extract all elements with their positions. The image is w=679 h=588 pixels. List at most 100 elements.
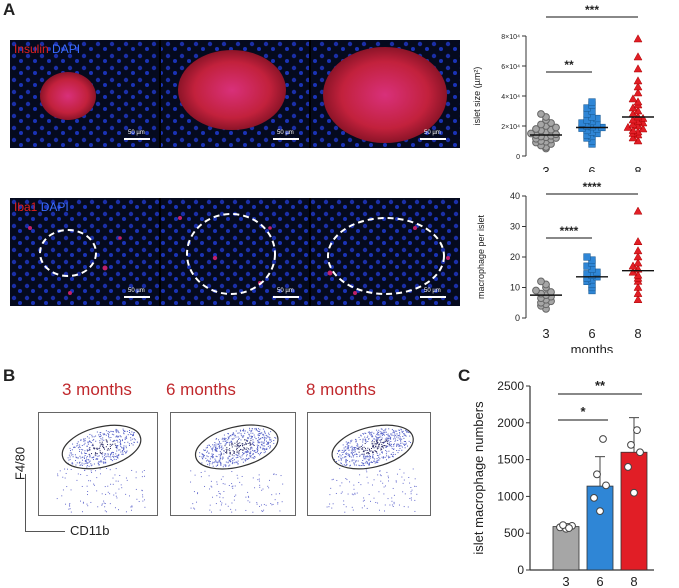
- flow-event: [257, 453, 259, 455]
- flow-event: [389, 445, 391, 447]
- flow-event: [262, 447, 264, 449]
- flow-event: [240, 449, 242, 451]
- flow-event: [199, 455, 201, 457]
- flow-event: [235, 430, 237, 432]
- flow-event: [222, 456, 224, 458]
- flow-event: [218, 493, 220, 495]
- flow-events: [190, 427, 284, 513]
- flow-event: [93, 456, 95, 458]
- flow-event: [216, 461, 218, 463]
- flow-event: [252, 453, 254, 455]
- flow-title-3-months: 3 months: [62, 380, 132, 399]
- flow-event: [371, 445, 373, 447]
- flow-event: [341, 482, 343, 484]
- flow-event: [387, 438, 389, 440]
- flow-event: [247, 451, 249, 453]
- data-point: [633, 82, 643, 91]
- flow-event: [67, 457, 69, 459]
- flow-event: [393, 438, 395, 440]
- flow-event: [279, 510, 281, 512]
- flow-event: [253, 444, 255, 446]
- flow-event: [76, 442, 78, 444]
- flow-event: [394, 433, 396, 435]
- flow-event: [354, 438, 356, 440]
- flow-event: [128, 495, 130, 497]
- flow-event: [117, 454, 119, 456]
- flow-event: [256, 503, 258, 505]
- flow-event: [403, 443, 405, 445]
- flow-event: [380, 433, 382, 435]
- flow-event: [377, 502, 379, 504]
- flow-event: [91, 471, 93, 473]
- flow-event: [388, 450, 390, 452]
- flow-event: [340, 492, 342, 494]
- flow-event: [258, 474, 260, 476]
- data-point: [588, 98, 596, 106]
- iba1-micrograph-image: [10, 198, 460, 306]
- flow-event: [391, 433, 393, 435]
- flow-event: [110, 430, 112, 432]
- flow-event: [214, 449, 216, 451]
- flow-event: [216, 448, 218, 450]
- flow-event: [383, 432, 385, 434]
- flow-event: [369, 432, 371, 434]
- flow-event: [110, 456, 112, 458]
- flow-event: [119, 435, 121, 437]
- flow-event: [243, 444, 245, 446]
- flow-event: [244, 451, 246, 453]
- flow-event: [105, 453, 107, 455]
- flow-event: [406, 431, 408, 433]
- flow-event: [99, 473, 101, 475]
- flow-event: [354, 454, 356, 456]
- flow-event: [212, 456, 214, 458]
- flow-event: [350, 452, 352, 454]
- flow-event: [106, 440, 108, 442]
- flow-event: [99, 450, 101, 452]
- flow-event: [263, 442, 265, 444]
- significance-label: ****: [583, 180, 602, 194]
- flow-event: [221, 502, 223, 504]
- flow-event: [366, 463, 368, 465]
- flow-event: [399, 438, 401, 440]
- flow-event: [370, 462, 372, 464]
- flow-event: [412, 468, 414, 470]
- flow-event: [366, 455, 368, 457]
- flow-event: [116, 439, 118, 441]
- data-point: [633, 206, 643, 215]
- flow-event: [222, 497, 224, 499]
- flow-event: [256, 502, 258, 504]
- flow-event: [358, 447, 360, 449]
- flow-event: [336, 453, 338, 455]
- flow-event: [74, 454, 76, 456]
- flow-event: [381, 448, 383, 450]
- flow-event: [106, 449, 108, 451]
- flow-event: [394, 453, 396, 455]
- flow-event: [376, 441, 378, 443]
- flow-event: [260, 447, 262, 449]
- flow-event: [196, 493, 198, 495]
- y-tick-label: 2500: [497, 379, 524, 393]
- flow-event: [85, 462, 87, 464]
- flow-event: [243, 428, 245, 430]
- flow-event: [230, 435, 232, 437]
- flow-event: [105, 493, 107, 495]
- flow-event: [250, 451, 252, 453]
- flow-event: [65, 503, 67, 505]
- flow-event: [387, 498, 389, 500]
- flow-event: [376, 446, 378, 448]
- flow-event: [92, 459, 94, 461]
- flow-event: [89, 440, 91, 442]
- flow-event: [226, 447, 228, 449]
- flow-event: [123, 430, 125, 432]
- flow-event: [219, 450, 221, 452]
- flow-event: [245, 452, 247, 454]
- flow-event: [346, 443, 348, 445]
- flow-event: [103, 462, 105, 464]
- flow-event: [392, 505, 394, 507]
- flow-event: [385, 459, 387, 461]
- flow-event: [259, 438, 261, 440]
- flow-event: [99, 447, 101, 449]
- flow-event: [128, 445, 130, 447]
- flow-event: [362, 464, 364, 466]
